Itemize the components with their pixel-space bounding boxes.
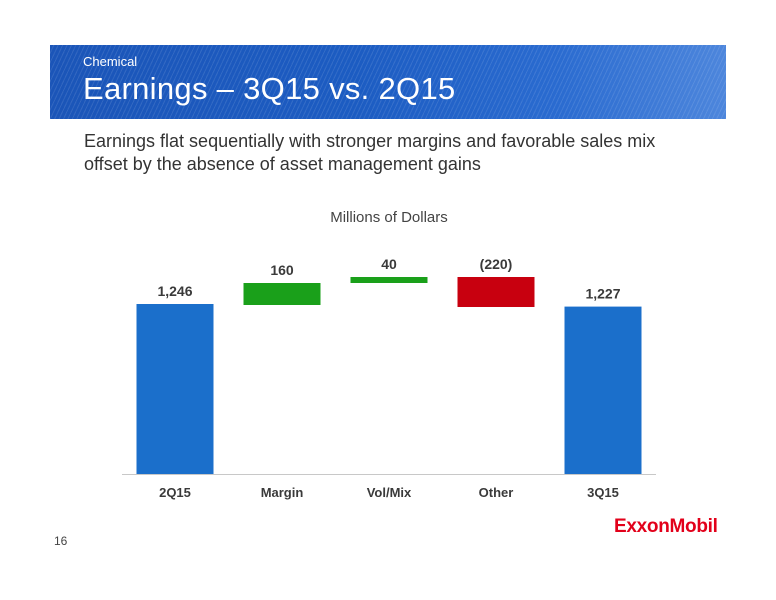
bar-3q15 [564, 306, 642, 474]
data-label: (220) [480, 256, 513, 272]
slide-subtitle: Earnings flat sequentially with stronger… [84, 131, 656, 174]
bar-margin [243, 283, 321, 305]
x-tick-label: 3Q15 [587, 485, 619, 500]
data-label: 1,246 [157, 283, 192, 299]
data-label: 1,227 [585, 286, 620, 302]
section-label: Chemical [83, 54, 138, 69]
data-label: 160 [270, 262, 294, 278]
page-number: 16 [54, 534, 68, 548]
bar-other [457, 277, 535, 307]
x-tick-label: 2Q15 [159, 485, 191, 500]
x-tick-label: Vol/Mix [367, 485, 412, 500]
title-banner: Chemical Earnings – 3Q15 vs. 2Q15 [50, 45, 726, 119]
x-tick-label: Margin [261, 485, 304, 500]
exxonmobil-logo: ExxonMobil [614, 516, 718, 537]
bar-vol-mix [350, 277, 428, 283]
bar-2q15 [136, 304, 214, 474]
page-title: Earnings – 3Q15 vs. 2Q15 [83, 71, 456, 106]
chart-title: Millions of Dollars [330, 209, 448, 226]
data-label: 40 [381, 256, 397, 272]
x-tick-label: Other [479, 485, 514, 500]
